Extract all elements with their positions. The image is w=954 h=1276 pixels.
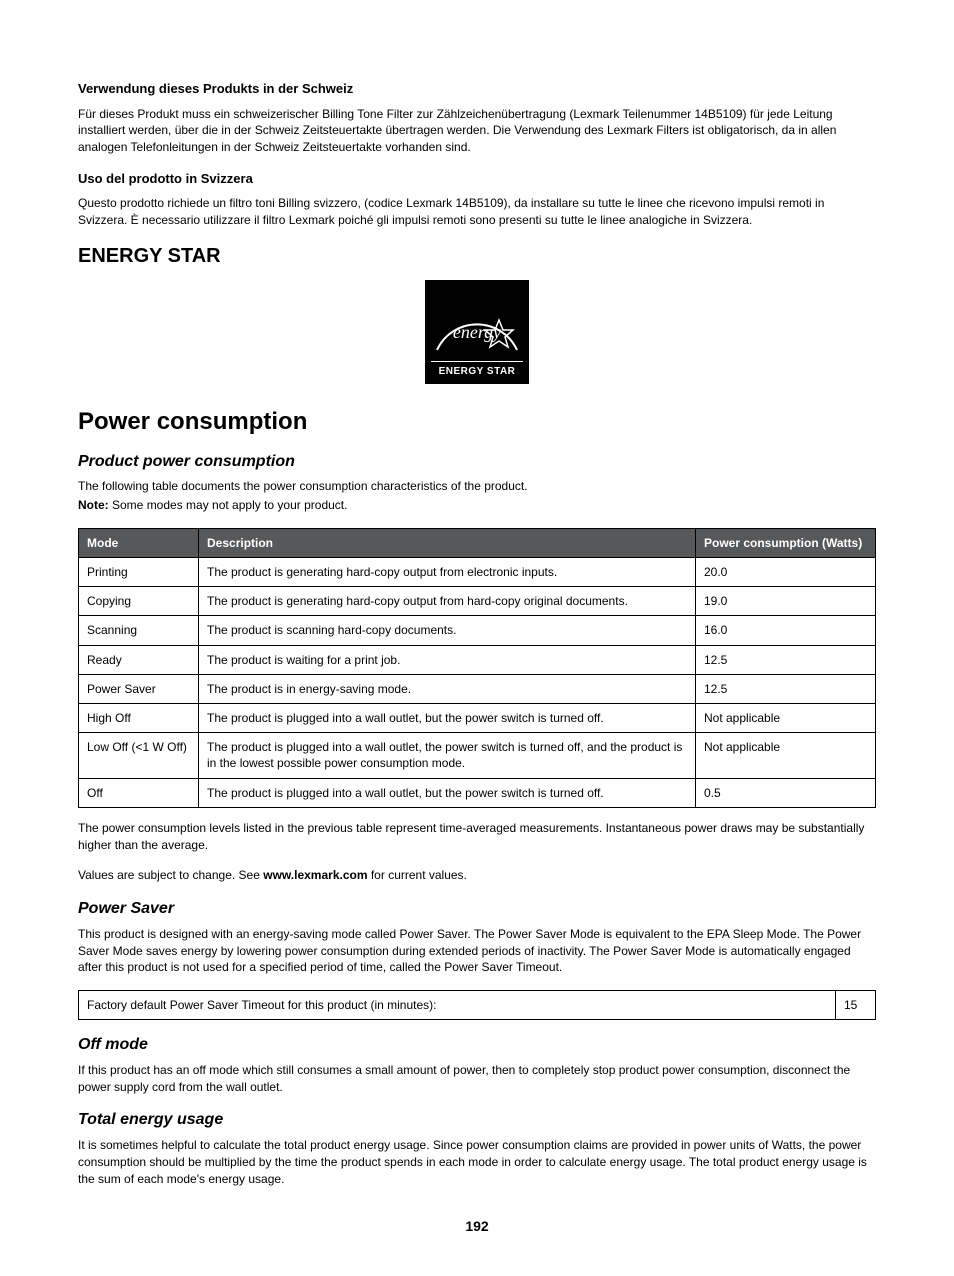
para-power-after1: The power consumption levels listed in t… bbox=[78, 820, 876, 854]
cell-description: The product is plugged into a wall outle… bbox=[199, 703, 696, 732]
para-off-mode: If this product has an off mode which st… bbox=[78, 1062, 876, 1096]
table-row: ScanningThe product is scanning hard-cop… bbox=[79, 616, 876, 645]
cell-mode: Copying bbox=[79, 587, 199, 616]
after2-post: for current values. bbox=[368, 868, 467, 882]
cell-mode: Low Off (<1 W Off) bbox=[79, 733, 199, 778]
timeout-value: 15 bbox=[836, 991, 876, 1020]
table-row: ReadyThe product is waiting for a print … bbox=[79, 645, 876, 674]
cell-mode: High Off bbox=[79, 703, 199, 732]
cell-mode: Ready bbox=[79, 645, 199, 674]
cell-watts: 20.0 bbox=[696, 558, 876, 587]
note-body: Some modes may not apply to your product… bbox=[109, 498, 348, 512]
table-row: Low Off (<1 W Off)The product is plugged… bbox=[79, 733, 876, 778]
heading-off-mode: Off mode bbox=[78, 1034, 876, 1056]
para-power-intro: The following table documents the power … bbox=[78, 478, 876, 495]
para-power-note: Note: Some modes may not apply to your p… bbox=[78, 497, 876, 514]
table-row: Factory default Power Saver Timeout for … bbox=[79, 991, 876, 1020]
power-saver-timeout-table: Factory default Power Saver Timeout for … bbox=[78, 990, 876, 1020]
para-power-after2: Values are subject to change. See www.le… bbox=[78, 867, 876, 884]
cell-description: The product is in energy-saving mode. bbox=[199, 674, 696, 703]
energy-star-label: ENERGY STAR bbox=[431, 361, 523, 379]
heading-schweiz-it: Uso del prodotto in Svizzera bbox=[78, 170, 876, 188]
table-row: OffThe product is plugged into a wall ou… bbox=[79, 778, 876, 807]
cell-mode: Off bbox=[79, 778, 199, 807]
heading-total-energy: Total energy usage bbox=[78, 1109, 876, 1131]
table-row: CopyingThe product is generating hard-co… bbox=[79, 587, 876, 616]
cell-description: The product is waiting for a print job. bbox=[199, 645, 696, 674]
heading-power-saver: Power Saver bbox=[78, 898, 876, 920]
cell-mode: Power Saver bbox=[79, 674, 199, 703]
table-row: High OffThe product is plugged into a wa… bbox=[79, 703, 876, 732]
cell-watts: 12.5 bbox=[696, 674, 876, 703]
note-label: Note: bbox=[78, 498, 109, 512]
cell-description: The product is generating hard-copy outp… bbox=[199, 558, 696, 587]
heading-schweiz-de: Verwendung dieses Produkts in der Schwei… bbox=[78, 80, 876, 98]
cell-description: The product is plugged into a wall outle… bbox=[199, 733, 696, 778]
col-mode: Mode bbox=[79, 528, 199, 557]
col-description: Description bbox=[199, 528, 696, 557]
col-watts: Power consumption (Watts) bbox=[696, 528, 876, 557]
cell-watts: 12.5 bbox=[696, 645, 876, 674]
table-row: PrintingThe product is generating hard-c… bbox=[79, 558, 876, 587]
after2-bold: www.lexmark.com bbox=[263, 868, 367, 882]
heading-product-power: Product power consumption bbox=[78, 451, 876, 473]
cell-mode: Scanning bbox=[79, 616, 199, 645]
cell-description: The product is plugged into a wall outle… bbox=[199, 778, 696, 807]
energy-star-logo-wrap: energy ENERGY STAR bbox=[78, 280, 876, 388]
table-header-row: Mode Description Power consumption (Watt… bbox=[79, 528, 876, 557]
cell-watts: 19.0 bbox=[696, 587, 876, 616]
after2-pre: Values are subject to change. See bbox=[78, 868, 263, 882]
cell-watts: Not applicable bbox=[696, 703, 876, 732]
power-consumption-table: Mode Description Power consumption (Watt… bbox=[78, 528, 876, 808]
energy-star-logo: energy ENERGY STAR bbox=[425, 280, 529, 384]
page-number: 192 bbox=[78, 1217, 876, 1236]
cell-watts: 16.0 bbox=[696, 616, 876, 645]
heading-energy-star: ENERGY STAR bbox=[78, 243, 876, 270]
para-power-saver: This product is designed with an energy-… bbox=[78, 926, 876, 976]
energy-star-script: energy bbox=[425, 320, 529, 344]
cell-watts: 0.5 bbox=[696, 778, 876, 807]
para-schweiz-it: Questo prodotto richiede un filtro toni … bbox=[78, 195, 876, 229]
cell-description: The product is generating hard-copy outp… bbox=[199, 587, 696, 616]
cell-mode: Printing bbox=[79, 558, 199, 587]
timeout-label: Factory default Power Saver Timeout for … bbox=[79, 991, 836, 1020]
para-total-energy: It is sometimes helpful to calculate the… bbox=[78, 1137, 876, 1187]
cell-description: The product is scanning hard-copy docume… bbox=[199, 616, 696, 645]
para-schweiz-de: Für dieses Produkt muss ein schweizerisc… bbox=[78, 106, 876, 156]
table-row: Power SaverThe product is in energy-savi… bbox=[79, 674, 876, 703]
heading-power-consumption: Power consumption bbox=[78, 406, 876, 438]
cell-watts: Not applicable bbox=[696, 733, 876, 778]
